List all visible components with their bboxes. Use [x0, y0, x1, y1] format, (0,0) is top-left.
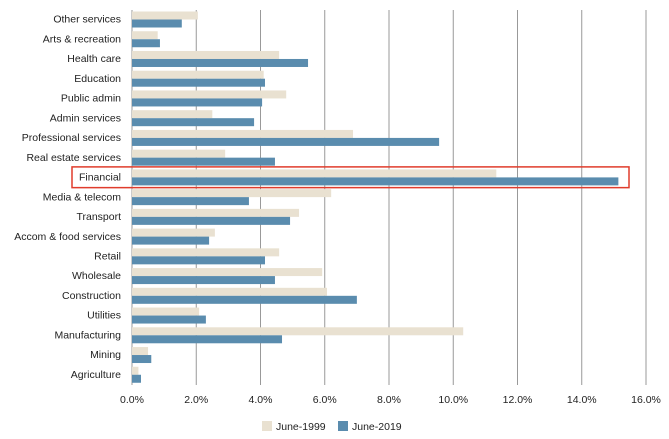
bar [132, 236, 210, 245]
y-tick-label: Accom & food services [14, 231, 121, 243]
bar [132, 31, 158, 40]
legend-label: June-1999 [276, 421, 326, 433]
bar [132, 327, 464, 336]
x-tick-label: 0.0% [120, 394, 144, 406]
bar [132, 228, 215, 237]
x-tick-label: 6.0% [313, 394, 337, 406]
legend-swatch [262, 421, 272, 431]
bar [132, 307, 200, 316]
y-tick-label: Financial [79, 172, 121, 184]
y-tick-label: Real estate services [26, 152, 121, 164]
bar [132, 137, 440, 146]
bar [132, 287, 327, 296]
bar [132, 355, 152, 364]
bar [132, 216, 291, 225]
bar [132, 374, 141, 383]
bar [132, 208, 300, 217]
y-tick-label: Media & telecom [43, 191, 121, 203]
y-tick-label: Health care [67, 53, 121, 65]
bar [132, 268, 323, 277]
highlight-box [71, 166, 630, 189]
y-tick-label: Wholesale [72, 270, 121, 282]
y-tick-label: Agriculture [71, 369, 121, 381]
y-tick-label: Mining [90, 349, 121, 361]
bar [132, 347, 149, 356]
bar [132, 39, 160, 48]
y-tick-label: Retail [94, 250, 121, 262]
bar [132, 157, 275, 166]
bar [132, 189, 332, 198]
x-tick-label: 4.0% [249, 394, 273, 406]
x-tick-label: 16.0% [631, 394, 661, 406]
bar [132, 110, 213, 119]
y-tick-label: Construction [62, 290, 121, 302]
y-tick-label: Public admin [61, 93, 121, 105]
y-tick-label: Other services [53, 14, 121, 26]
bar [132, 256, 265, 265]
bar [132, 19, 182, 28]
bar [132, 366, 139, 375]
x-tick-label: 2.0% [184, 394, 208, 406]
bar [132, 98, 263, 107]
bar [132, 169, 497, 178]
bar [132, 149, 226, 158]
legend-swatch [338, 421, 348, 431]
bar [132, 11, 198, 20]
bar [132, 335, 283, 344]
bar [132, 276, 275, 285]
bar [132, 315, 206, 324]
y-tick-label: Transport [76, 211, 121, 223]
bar [132, 58, 309, 67]
bar [132, 177, 619, 186]
bar [132, 78, 265, 87]
y-tick-label: Education [74, 73, 121, 85]
bar [132, 50, 280, 59]
y-tick-label: Arts & recreation [43, 33, 121, 45]
x-tick-label: 8.0% [377, 394, 401, 406]
bar [132, 90, 287, 99]
bar [132, 70, 264, 79]
bar [132, 248, 280, 257]
x-tick-label: 14.0% [567, 394, 597, 406]
bar [132, 118, 255, 127]
bar [132, 295, 357, 304]
y-tick-label: Manufacturing [54, 329, 121, 341]
bar [132, 197, 249, 206]
y-tick-label: Admin services [50, 112, 121, 124]
x-tick-label: 10.0% [438, 394, 468, 406]
x-tick-label: 12.0% [503, 394, 533, 406]
bar [132, 129, 354, 138]
y-tick-label: Utilities [87, 310, 121, 322]
y-tick-label: Professional services [22, 132, 121, 144]
legend-label: June-2019 [352, 421, 402, 433]
